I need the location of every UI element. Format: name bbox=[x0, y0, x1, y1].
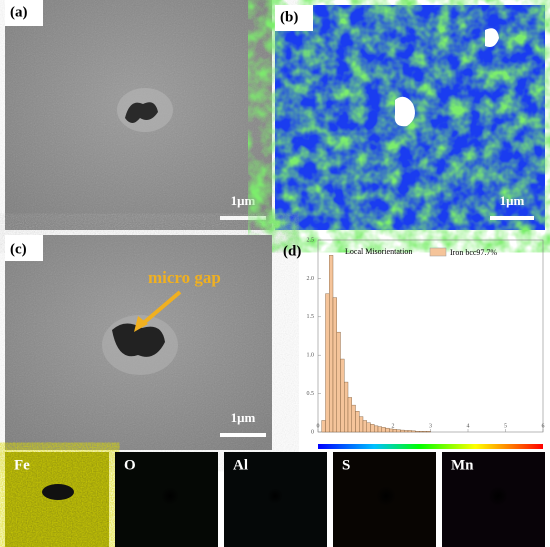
panel-label: (a) bbox=[10, 4, 28, 20]
bar bbox=[389, 428, 394, 433]
x-tick-label: 0 bbox=[317, 423, 320, 429]
bar bbox=[359, 416, 364, 433]
bar bbox=[381, 427, 386, 433]
arrow bbox=[138, 290, 182, 328]
bar bbox=[407, 430, 412, 433]
panel-label: (b) bbox=[280, 9, 298, 25]
eds-label: O bbox=[124, 457, 136, 473]
scale-bar bbox=[220, 433, 266, 437]
eds-label: Mn bbox=[451, 457, 474, 473]
eds-label: Fe bbox=[14, 457, 30, 473]
pit bbox=[112, 323, 165, 357]
scale-bar bbox=[490, 216, 534, 220]
bar bbox=[355, 411, 360, 433]
bar bbox=[392, 429, 397, 433]
eds-row: Fe O Al S Mn bbox=[5, 452, 545, 547]
bar bbox=[415, 431, 420, 433]
bar bbox=[340, 358, 345, 433]
x-tick-label: 2 bbox=[392, 423, 395, 429]
y-tick-label: 1.0 bbox=[307, 353, 315, 359]
legend-swatch bbox=[429, 247, 447, 257]
label-box bbox=[5, 235, 43, 261]
scale-bar bbox=[220, 216, 266, 220]
bar bbox=[422, 431, 427, 433]
bar bbox=[370, 424, 375, 433]
bar bbox=[347, 397, 352, 433]
scale-bar-label: 1μm bbox=[231, 193, 256, 208]
y-tick-label: 0 bbox=[311, 429, 314, 435]
bar bbox=[362, 420, 367, 433]
bar bbox=[426, 431, 431, 433]
y-tick-label: 0.5 bbox=[307, 391, 315, 397]
y-tick-label: 1.5 bbox=[307, 314, 315, 320]
chart-title: Local Misorientation bbox=[345, 247, 412, 256]
scale-bar-label: 1μm bbox=[231, 410, 256, 425]
arrow-head bbox=[134, 316, 148, 332]
inclusion bbox=[394, 96, 415, 127]
bar bbox=[385, 427, 390, 433]
annotation: micro gap bbox=[148, 268, 221, 287]
bar bbox=[321, 420, 326, 433]
bar bbox=[329, 255, 334, 433]
x-tick-label: 4 bbox=[467, 423, 470, 429]
panel-d: (d) Local Misorientation Iron bcc97.7% 0… bbox=[283, 237, 545, 449]
bar bbox=[374, 425, 379, 433]
bar bbox=[344, 381, 349, 433]
panel-b: (b) 1μm bbox=[275, 5, 545, 230]
eds-spot bbox=[488, 486, 508, 506]
x-tick-label: 3 bbox=[429, 423, 432, 429]
bar bbox=[332, 297, 337, 433]
bar bbox=[400, 429, 405, 433]
y-tick-label: 2.5 bbox=[307, 237, 315, 243]
color-bar bbox=[318, 444, 543, 449]
panel-c: micro gap (c) 1μm bbox=[5, 235, 272, 450]
bar bbox=[336, 331, 341, 433]
x-tick-label: 6 bbox=[542, 423, 545, 429]
bar bbox=[325, 293, 330, 433]
label-box bbox=[275, 5, 313, 31]
bar bbox=[396, 429, 401, 433]
scale-bar-label: 1μm bbox=[500, 193, 525, 208]
eds-spot bbox=[267, 488, 283, 504]
pit bbox=[125, 102, 158, 123]
bar bbox=[404, 430, 409, 433]
eds-spot bbox=[376, 486, 396, 506]
eds-label: Al bbox=[233, 457, 248, 473]
bar bbox=[411, 430, 416, 433]
panel-a: (a) 1μm bbox=[5, 0, 272, 230]
panel-label: (c) bbox=[10, 241, 27, 257]
x-tick-label: 5 bbox=[504, 423, 507, 429]
label-box bbox=[5, 0, 43, 26]
eds-spot bbox=[161, 487, 179, 505]
inclusion bbox=[485, 28, 499, 47]
bar bbox=[366, 422, 371, 433]
panel-label: (d) bbox=[283, 243, 301, 259]
bar bbox=[419, 431, 424, 433]
bar bbox=[377, 426, 382, 433]
bar bbox=[351, 404, 356, 433]
fe-void bbox=[42, 484, 74, 500]
y-tick-label: 2.0 bbox=[307, 276, 315, 282]
eds-label: S bbox=[342, 457, 350, 473]
legend-label: Iron bcc97.7% bbox=[450, 248, 497, 257]
